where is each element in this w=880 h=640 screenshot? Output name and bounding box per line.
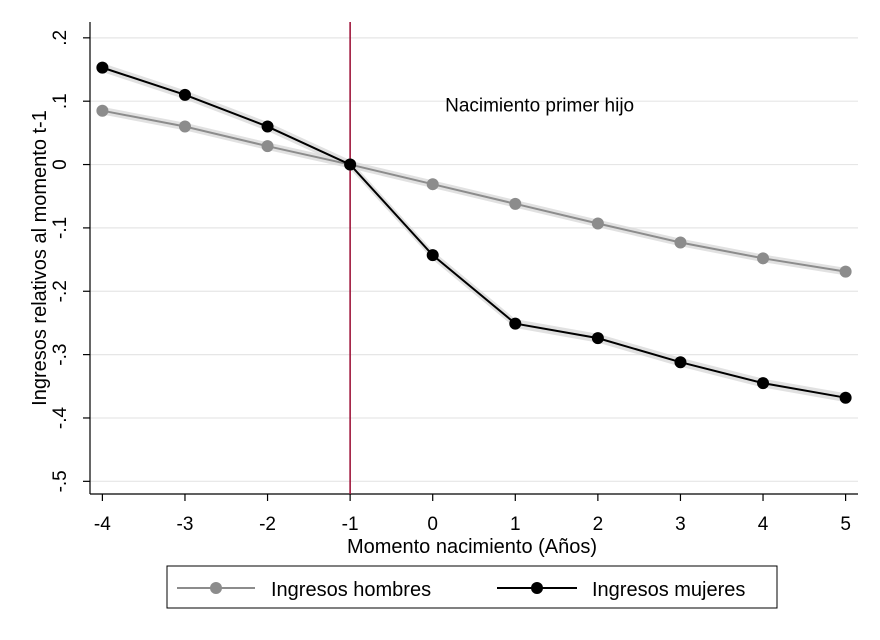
x-tick-label: -2	[259, 514, 276, 535]
data-point	[591, 217, 604, 230]
data-point	[178, 120, 191, 133]
legend-box	[166, 565, 778, 609]
data-point	[261, 140, 274, 153]
series-line	[102, 109, 846, 273]
legend-label-mujeres: Ingresos mujeres	[592, 579, 745, 601]
data-point	[839, 265, 852, 278]
data-point	[674, 236, 687, 249]
y-tick-label: -.4	[50, 406, 71, 429]
legend: Ingresos hombres Ingresos mujeres	[166, 565, 778, 609]
x-tick-label: -1	[342, 514, 359, 535]
legend-marker-hombres	[210, 582, 222, 594]
data-point	[426, 249, 439, 262]
data-point	[178, 88, 191, 101]
data-point	[839, 391, 852, 404]
x-tick-label: 2	[593, 514, 604, 535]
annotation-text: Nacimiento primer hijo	[445, 95, 634, 116]
x-ticks: -4 -3 -2 -1 0 1 2 3 4 5	[94, 494, 851, 535]
x-tick-label: -4	[94, 514, 111, 535]
x-tick-label: 5	[840, 514, 851, 535]
data-point	[674, 356, 687, 369]
x-tick-label: 1	[510, 514, 521, 535]
x-tick-label: 0	[427, 514, 438, 535]
series	[96, 61, 852, 404]
y-axis-title: Ingresos relativos al momento t-1	[29, 110, 51, 406]
x-tick-label: -3	[177, 514, 194, 535]
data-point	[591, 332, 604, 345]
data-point	[96, 61, 109, 74]
confidence-band	[102, 106, 846, 276]
y-tick-label: -.3	[50, 344, 71, 366]
data-point	[509, 197, 522, 210]
data-point	[509, 317, 522, 330]
y-tick-label: .1	[50, 93, 71, 109]
data-point	[261, 120, 274, 133]
data-point	[757, 377, 770, 390]
y-tick-label: 0	[50, 159, 71, 170]
y-tick-label: -.2	[50, 280, 71, 302]
legend-marker-mujeres	[531, 582, 543, 594]
series-line	[102, 66, 846, 399]
legend-label-hombres: Ingresos hombres	[271, 579, 431, 601]
grid	[90, 37, 858, 482]
y-tick-label: -.1	[50, 217, 71, 239]
y-ticks: .2 .1 0 -.1 -.2 -.3 -.4 -.5	[50, 30, 90, 492]
confidence-bands	[102, 63, 846, 403]
y-tick-label: -.5	[50, 470, 71, 492]
x-tick-label: 4	[758, 514, 769, 535]
data-point	[426, 178, 439, 191]
x-axis-title: Momento nacimiento (Años)	[347, 536, 597, 558]
x-tick-label: 3	[675, 514, 686, 535]
data-point	[96, 104, 109, 117]
y-tick-label: .2	[50, 30, 71, 46]
data-point	[757, 252, 770, 265]
data-point	[344, 158, 357, 171]
